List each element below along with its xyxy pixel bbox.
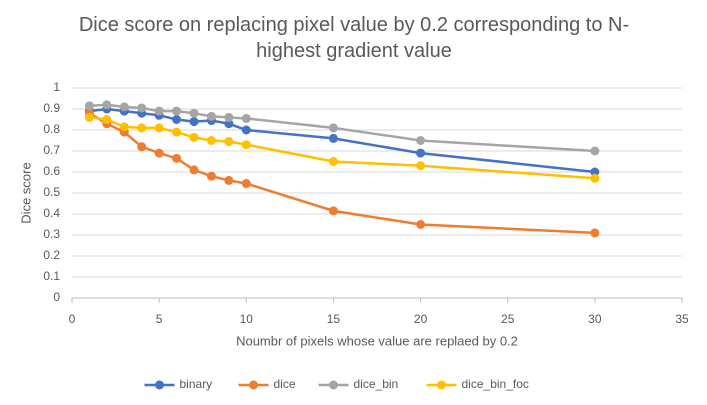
legend-label: dice — [274, 377, 296, 391]
data-point — [416, 161, 426, 171]
data-point — [172, 153, 182, 163]
data-point — [590, 146, 600, 156]
x-tick-label: 15 — [327, 312, 341, 326]
x-tick-label: 30 — [588, 312, 602, 326]
x-tick-label: 0 — [69, 312, 76, 326]
data-point — [241, 179, 251, 189]
y-tick-label: 0 — [53, 290, 60, 304]
series-line — [89, 103, 595, 153]
y-axis-title: Dice score — [18, 162, 33, 223]
data-point — [154, 148, 164, 158]
legend-marker — [437, 380, 446, 390]
data-point — [137, 123, 147, 133]
data-point — [102, 100, 112, 110]
data-point — [328, 157, 338, 166]
legend-label: binary — [180, 377, 213, 391]
data-point — [241, 113, 251, 123]
legend-marker — [249, 380, 258, 390]
y-tick-label: 0.3 — [43, 227, 60, 241]
legend-marker — [329, 380, 338, 390]
y-tick-label: 0.9 — [43, 101, 60, 115]
data-point — [137, 103, 147, 113]
data-point — [172, 127, 182, 137]
data-point — [590, 173, 600, 183]
chart-title: Dice score on replacing pixel value by 0… — [78, 14, 630, 62]
y-tick-label: 0.8 — [43, 122, 60, 136]
data-point — [206, 171, 216, 181]
data-point — [416, 136, 426, 145]
legend-marker — [155, 380, 164, 390]
data-point — [172, 115, 182, 124]
data-point — [206, 111, 216, 121]
data-point — [206, 136, 216, 145]
data-point — [241, 125, 251, 135]
data-point — [154, 106, 164, 116]
data-point — [590, 167, 600, 177]
y-tick-label: 0.1 — [43, 269, 60, 283]
data-point — [119, 122, 129, 132]
data-point — [154, 123, 164, 133]
x-tick-label: 35 — [675, 312, 689, 326]
data-point — [416, 148, 426, 158]
y-tick-label: 0.5 — [43, 185, 60, 199]
legend-label: dice_bin_foc — [462, 377, 529, 391]
data-point — [590, 228, 600, 238]
x-tick-label: 10 — [240, 312, 254, 326]
y-tick-label: 0.7 — [43, 143, 60, 157]
y-tick-label: 0.6 — [43, 164, 60, 178]
data-point — [189, 108, 199, 118]
data-point — [84, 112, 94, 122]
data-point — [119, 102, 129, 112]
y-tick-label: 0.4 — [43, 206, 60, 220]
data-point — [224, 112, 234, 122]
data-point — [416, 220, 426, 229]
series-line — [89, 116, 595, 180]
data-point — [137, 142, 147, 152]
x-tick-label: 20 — [414, 312, 428, 326]
x-axis-title: Noumbr of pixels whose value are replaed… — [236, 333, 518, 348]
data-point — [328, 206, 338, 216]
data-point — [189, 117, 199, 127]
data-point — [224, 119, 234, 129]
legend-label: dice_bin — [354, 377, 399, 391]
data-point — [189, 132, 199, 142]
data-point — [224, 137, 234, 147]
data-point — [172, 106, 182, 116]
data-point — [328, 123, 338, 133]
x-tick-label: 25 — [501, 312, 515, 326]
data-point — [224, 175, 234, 185]
data-point — [84, 101, 94, 111]
y-tick-label: 0.2 — [43, 248, 60, 262]
y-tick-label: 1 — [53, 80, 60, 94]
x-tick-label: 5 — [156, 312, 163, 326]
data-point — [241, 140, 251, 150]
data-point — [328, 133, 338, 143]
data-point — [189, 165, 199, 175]
data-point — [102, 115, 112, 124]
